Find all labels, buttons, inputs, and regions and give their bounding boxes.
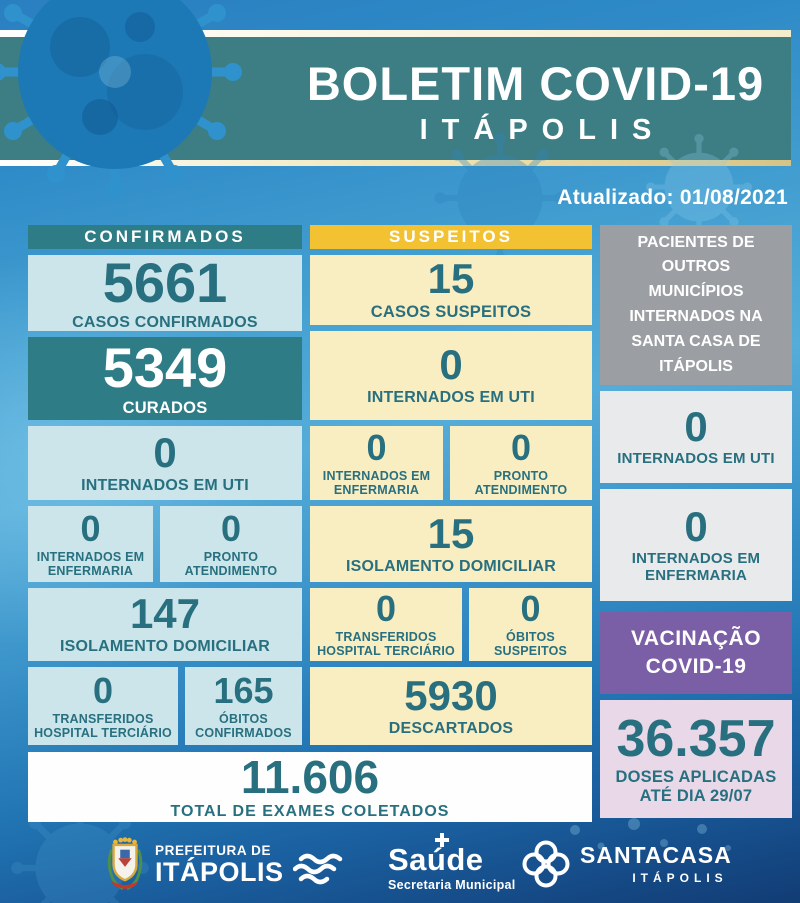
stat-value: 0 <box>684 502 708 550</box>
santacasa-text: SANTACASA ITÁPOLIS <box>580 841 732 885</box>
stat-label: ISOLAMENTO DOMICILIAR <box>345 557 557 575</box>
page-subtitle: ITÁPOLIS <box>419 114 666 146</box>
stat-label: INTERNADOS EM UTI <box>617 450 775 468</box>
stat-label: PRONTO ATENDIMENTO <box>184 549 278 578</box>
stat-value: 0 <box>520 588 541 629</box>
card-total-exames: 11.606 TOTAL DE EXAMES COLETADOS <box>28 752 592 822</box>
suspects-split-row: 0 TRANSFERIDOS HOSPITAL TERCIÁRIO 0 ÓBIT… <box>310 588 592 661</box>
prefeitura-line2: ITÁPOLIS <box>155 856 284 887</box>
stat-label: TOTAL DE EXAMES COLETADOS <box>170 802 450 820</box>
stat-label: INTERNADOS EM ENFERMARIA <box>631 549 761 584</box>
stat-label: INTERNADOS EM UTI <box>367 389 535 407</box>
stat-value: 0 <box>153 428 177 476</box>
stat-label: ÓBITOS SUSPEITOS <box>493 630 568 658</box>
stat-value: 165 <box>213 669 274 711</box>
stat-value: 0 <box>375 588 397 629</box>
card-conf-pronto-atendimento: 0 PRONTO ATENDIMENTO <box>160 506 302 582</box>
waves-icon <box>292 853 342 885</box>
stat-label: INTERNADOS EM UTI <box>81 476 249 494</box>
stat-value: 15 <box>427 509 475 557</box>
card-susp-pronto-atendimento: 0 PRONTO ATENDIMENTO <box>450 426 592 500</box>
stat-value: 5661 <box>102 250 228 314</box>
suspects-split-row: 0 INTERNADOS EM ENFERMARIA 0 PRONTO ATEN… <box>310 426 592 500</box>
santacasa-name: SANTACASA <box>580 841 732 868</box>
health-cross-icon <box>435 833 449 847</box>
card-conf-internados-enfermaria: 0 INTERNADOS EM ENFERMARIA <box>28 506 153 582</box>
stat-value: 0 <box>366 426 387 468</box>
confirmed-split-row: 0 INTERNADOS EM ENFERMARIA 0 PRONTO ATEN… <box>28 506 302 582</box>
prefeitura-text: PREFEITURA DE ITÁPOLIS <box>155 843 284 886</box>
card-conf-transferidos-hospital-terciario: 0 TRANSFERIDOS HOSPITAL TERCIÁRIO <box>28 667 178 745</box>
saude-logo: Saúde Secretaria Municipal <box>388 833 516 892</box>
banner-bottom-line <box>0 160 791 166</box>
card-obitos-confirmados: 165 ÓBITOS CONFIRMADOS <box>185 667 302 745</box>
card-obitos-suspeitos: 0 ÓBITOS SUSPEITOS <box>469 588 592 661</box>
card-curados: 5349 CURADOS <box>28 337 302 420</box>
prefeitura-logo: PREFEITURA DE ITÁPOLIS <box>104 836 347 892</box>
card-conf-isolamento-domiciliar: 147 ISOLAMENTO DOMICILIAR <box>28 588 302 661</box>
prefeitura-line1: PREFEITURA DE <box>155 842 272 858</box>
card-susp-internados-enfermaria: 0 INTERNADOS EM ENFERMARIA <box>310 426 443 500</box>
stat-label: DESCARTADOS <box>388 719 514 737</box>
saude-name: Saúde <box>388 833 484 877</box>
stat-value: 147 <box>129 590 201 638</box>
card-outros-internados-uti: 0 INTERNADOS EM UTI <box>600 391 792 483</box>
card-susp-isolamento-domiciliar: 15 ISOLAMENTO DOMICILIAR <box>310 506 592 582</box>
santacasa-logo: SANTACASA ITÁPOLIS <box>522 840 732 888</box>
stat-value: 0 <box>684 403 708 451</box>
updated-date: Atualizado: 01/08/2021 <box>557 186 788 209</box>
vacinacao-header: VACINAÇÃO COVID-19 <box>600 612 792 694</box>
stat-label: INTERNADOS EM ENFERMARIA <box>36 549 145 578</box>
santacasa-rings-icon <box>522 840 570 888</box>
suspects-column: SUSPEITOS 15 CASOS SUSPEITOS 0 INTERNADO… <box>310 225 592 745</box>
other-municipalities-header: PACIENTES DE OUTROS MUNICÍPIOS INTERNADO… <box>600 225 792 385</box>
card-casos-suspeitos: 15 CASOS SUSPEITOS <box>310 255 592 325</box>
stat-value: 0 <box>510 426 532 468</box>
stat-value: 0 <box>92 669 114 711</box>
confirmed-split-row: 0 TRANSFERIDOS HOSPITAL TERCIÁRIO 165 ÓB… <box>28 667 302 745</box>
card-doses-aplicadas: 36.357 DOSES APLICADAS ATÉ DIA 29/07 <box>600 700 792 818</box>
card-conf-internados-uti: 0 INTERNADOS EM UTI <box>28 426 302 500</box>
card-descartados: 5930 DESCARTADOS <box>310 667 592 745</box>
other-municipalities-column: PACIENTES DE OUTROS MUNICÍPIOS INTERNADO… <box>600 225 792 818</box>
card-susp-internados-uti: 0 INTERNADOS EM UTI <box>310 331 592 420</box>
stat-label: TRANSFERIDOS HOSPITAL TERCIÁRIO <box>317 630 455 658</box>
coat-of-arms-icon <box>107 837 143 891</box>
stat-value: 15 <box>427 255 475 303</box>
card-susp-transferidos-hospital-terciario: 0 TRANSFERIDOS HOSPITAL TERCIÁRIO <box>310 588 462 661</box>
stat-label: PRONTO ATENDIMENTO <box>474 468 568 497</box>
saude-subtitle: Secretaria Municipal <box>388 878 516 892</box>
card-outros-internados-enfermaria: 0 INTERNADOS EM ENFERMARIA <box>600 489 792 601</box>
banner: BOLETIM COVID-19 ITÁPOLIS <box>0 30 791 166</box>
stat-label: TRANSFERIDOS HOSPITAL TERCIÁRIO <box>34 711 172 740</box>
stat-label: CASOS SUSPEITOS <box>370 303 532 322</box>
stat-value: 36.357 <box>616 710 776 769</box>
stat-label: CASOS CONFIRMADOS <box>72 313 258 331</box>
stat-label: INTERNADOS EM ENFERMARIA <box>322 468 431 497</box>
stat-label: ISOLAMENTO DOMICILIAR <box>59 638 271 656</box>
stat-value: 0 <box>220 507 242 549</box>
page-title: BOLETIM COVID-19 <box>306 57 765 110</box>
stat-label: ÓBITOS CONFIRMADOS <box>195 711 292 740</box>
stat-label: DOSES APLICADAS ATÉ DIA 29/07 <box>615 768 777 805</box>
banner-top-line <box>0 30 791 37</box>
santacasa-subtitle: ITÁPOLIS <box>632 870 728 885</box>
suspects-header: SUSPEITOS <box>310 225 592 249</box>
stat-value: 0 <box>439 341 463 389</box>
stat-value: 5930 <box>404 671 498 719</box>
confirmed-column: CONFIRMADOS 5661 CASOS CONFIRMADOS 5349 … <box>28 225 302 745</box>
stat-value: 11.606 <box>240 750 380 803</box>
stat-value: 5349 <box>102 335 228 399</box>
card-casos-confirmados: 5661 CASOS CONFIRMADOS <box>28 250 302 331</box>
confirmed-header: CONFIRMADOS <box>28 225 302 249</box>
stat-label: CURADOS <box>122 398 208 417</box>
stat-value: 0 <box>80 507 101 549</box>
saude-wordmark: Saúde <box>388 842 484 877</box>
